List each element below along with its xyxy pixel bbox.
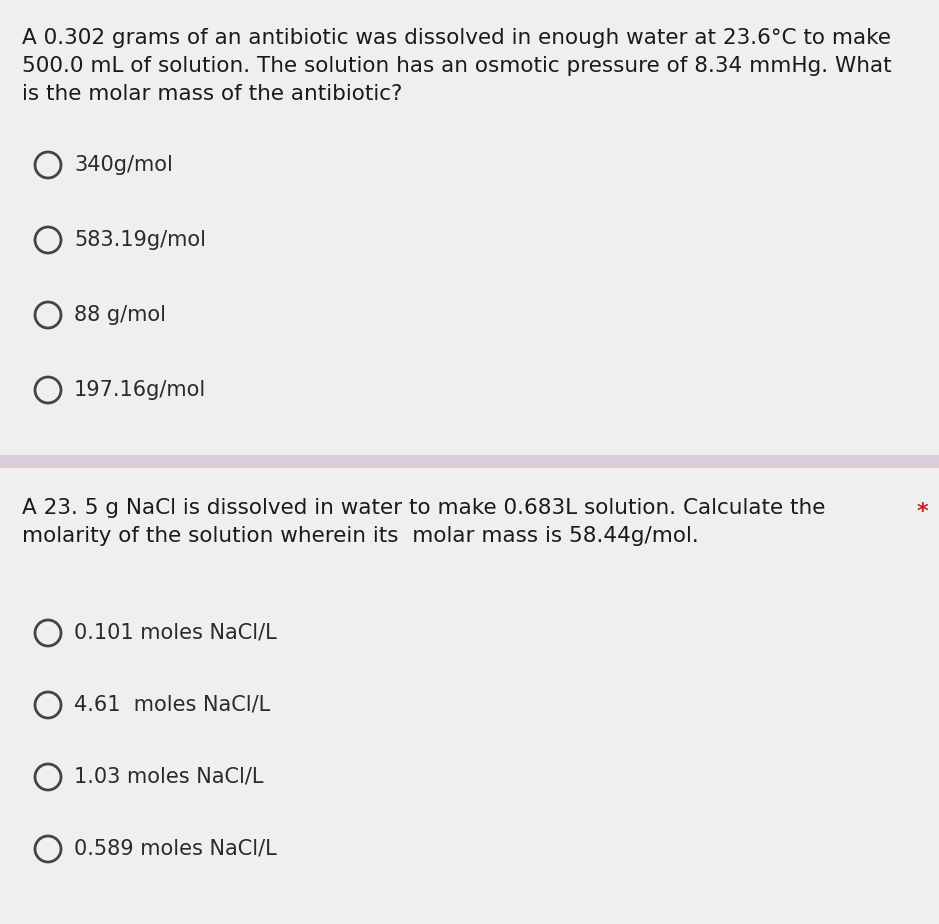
Text: 4.61  moles NaCl/L: 4.61 moles NaCl/L [74,695,270,715]
Text: *: * [916,502,928,522]
Text: 340g/mol: 340g/mol [74,155,173,175]
FancyBboxPatch shape [0,468,939,924]
Text: A 0.302 grams of an antibiotic was dissolved in enough water at 23.6°C to make: A 0.302 grams of an antibiotic was disso… [22,28,891,48]
Text: 583.19g/mol: 583.19g/mol [74,230,206,250]
Text: is the molar mass of the antibiotic?: is the molar mass of the antibiotic? [22,84,403,104]
Text: 1.03 moles NaCl/L: 1.03 moles NaCl/L [74,767,264,787]
Text: molarity of the solution wherein its  molar mass is 58.44g/mol.: molarity of the solution wherein its mol… [22,526,699,546]
Text: 0.589 moles NaCl/L: 0.589 moles NaCl/L [74,839,277,859]
Text: 88 g/mol: 88 g/mol [74,305,166,325]
Text: 0.101 moles NaCl/L: 0.101 moles NaCl/L [74,623,277,643]
Text: 500.0 mL of solution. The solution has an osmotic pressure of 8.34 mmHg. What: 500.0 mL of solution. The solution has a… [22,56,892,76]
Text: A 23. 5 g NaCl is dissolved in water to make 0.683L solution. Calculate the: A 23. 5 g NaCl is dissolved in water to … [22,498,825,518]
Text: 197.16g/mol: 197.16g/mol [74,380,207,400]
FancyBboxPatch shape [0,0,939,455]
